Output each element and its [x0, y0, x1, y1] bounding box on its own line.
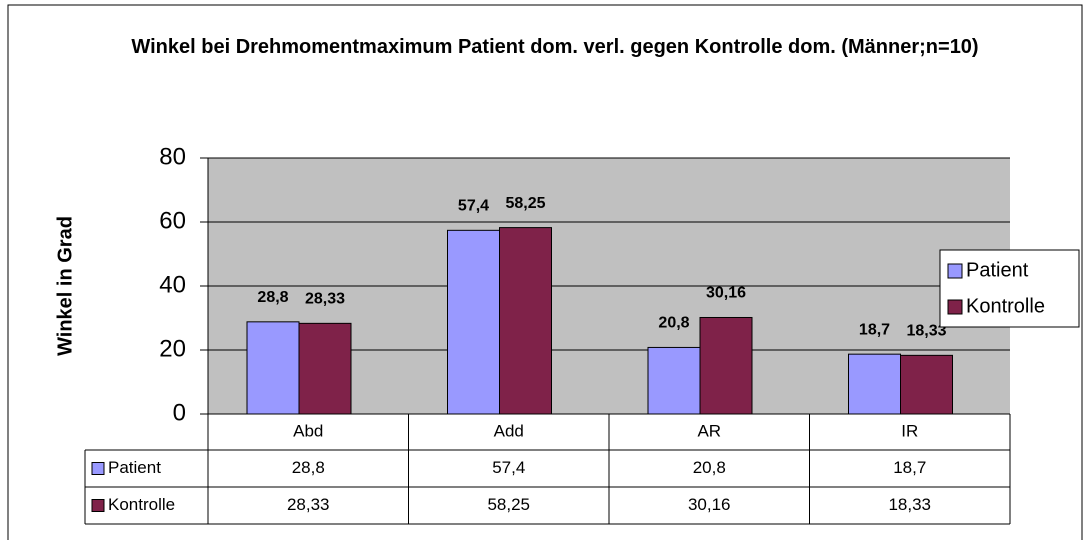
legend-key: [91, 462, 105, 475]
x-tick-label: Abd: [293, 421, 323, 440]
bar: [699, 316, 753, 415]
table-cell: 58,25: [487, 495, 530, 514]
y-tick-label: 60: [159, 207, 186, 234]
table-row-label: Kontrolle: [108, 495, 175, 514]
table-cell: 28,33: [287, 495, 330, 514]
data-label: 20,8: [658, 315, 689, 332]
chart-title: Winkel bei Drehmomentmaximum Patient dom…: [131, 36, 979, 58]
data-label: 18,7: [859, 321, 890, 338]
bar: [848, 353, 901, 415]
legend-key: [91, 499, 105, 512]
y-tick-label: 80: [159, 143, 186, 170]
x-tick-label: AR: [697, 421, 721, 440]
bar: [447, 229, 500, 415]
table-cell: 20,8: [693, 458, 726, 477]
y-tick-label: 0: [173, 399, 186, 426]
data-label: 30,16: [706, 285, 746, 302]
x-tick-label: IR: [901, 421, 918, 440]
table-cell: 57,4: [492, 458, 525, 477]
table-cell: 18,33: [888, 495, 931, 514]
y-tick-label: 20: [159, 335, 186, 362]
data-label: 57,4: [458, 198, 489, 215]
legend-box: [939, 249, 1080, 328]
bar: [246, 321, 300, 415]
legend-key: [947, 299, 963, 315]
bar: [647, 346, 701, 415]
table-cell: 28,8: [292, 458, 325, 477]
table-cell: 30,16: [688, 495, 731, 514]
data-label: 28,8: [257, 289, 288, 306]
data-label: 18,33: [906, 323, 946, 340]
data-label: 58,25: [505, 195, 545, 212]
legend-label: Kontrolle: [966, 295, 1045, 317]
y-tick-label: 40: [159, 271, 186, 298]
legend-label: Patient: [966, 259, 1029, 281]
bar: [900, 354, 953, 415]
y-axis-title: Winkel in Grad: [54, 216, 76, 356]
table-row-label: Patient: [108, 458, 161, 477]
table-cell: 18,7: [893, 458, 926, 477]
data-label: 28,33: [305, 291, 345, 308]
legend-key: [947, 263, 963, 279]
x-tick-label: Add: [494, 421, 524, 440]
bar: [499, 227, 552, 415]
bar: [298, 322, 352, 415]
